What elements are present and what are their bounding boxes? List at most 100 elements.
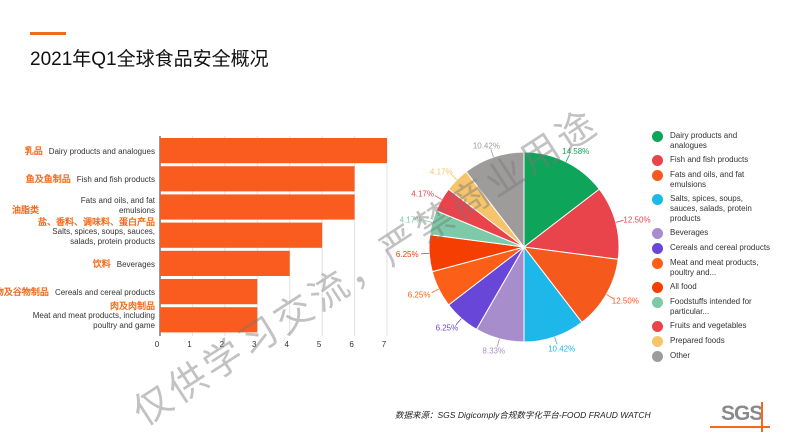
legend-swatch xyxy=(652,170,663,181)
label-zh: 饮料 xyxy=(92,258,111,269)
label-zh: 盐、香料、调味料、蛋白产品 xyxy=(37,216,155,227)
x-tick-label: 1 xyxy=(187,340,192,349)
pie-leader-line xyxy=(490,149,494,158)
legend-item: Beverages xyxy=(652,228,772,239)
pie-leader-line xyxy=(606,294,614,299)
pie-data-label: 6.25% xyxy=(408,290,431,299)
label-en: Beverages xyxy=(116,259,155,269)
pie-slice xyxy=(523,151,601,249)
bar xyxy=(160,279,258,305)
legend-swatch xyxy=(652,351,663,362)
logo-line-vertical xyxy=(761,402,763,432)
label-en: Salts, spices, soups, sauces, salads, pr… xyxy=(52,226,155,246)
pie-leader-line xyxy=(424,220,433,223)
bar-label: 乳品 Dairy products and analogues xyxy=(25,146,155,157)
label-zh: 油脂类 xyxy=(11,205,39,216)
bar xyxy=(160,250,290,276)
pie-data-label: 10.42% xyxy=(548,344,575,353)
label-en: Dairy products and analogues xyxy=(48,147,155,156)
pie-data-label: 4.17% xyxy=(411,190,434,199)
legend-label: Beverages xyxy=(670,228,709,237)
pie-legend: Dairy products and analogues Fish and fis… xyxy=(652,131,772,366)
legend-item: Fats and oils, and fat emulsions xyxy=(652,170,772,190)
legend-swatch xyxy=(652,228,663,239)
legend-label: Cereals and cereal products xyxy=(670,243,771,252)
legend-label: Fruits and vegetables xyxy=(670,321,747,330)
bar-label: 肉及肉制品 Meat and meat products, including p… xyxy=(25,301,155,331)
legend-swatch xyxy=(652,282,663,293)
pie-data-label: 14.58% xyxy=(562,147,589,156)
legend-swatch xyxy=(652,243,663,254)
pie-leader-line xyxy=(554,336,558,345)
label-en: Meat and meat products, including poultr… xyxy=(32,311,155,331)
bar xyxy=(160,307,258,333)
legend-swatch xyxy=(652,131,663,142)
legend-swatch xyxy=(652,155,663,166)
bar-label: 盐、香料、调味料、蛋白产品 Salts, spices, soups, sauce… xyxy=(25,217,155,247)
legend-label: All food xyxy=(670,282,697,291)
x-tick-label: 5 xyxy=(317,340,322,349)
x-tick-label: 3 xyxy=(252,340,257,349)
legend-swatch xyxy=(652,336,663,347)
x-tick-label: 0 xyxy=(155,340,160,349)
label-zh: 鱼及鱼制品 xyxy=(25,174,71,185)
pie-leader-line xyxy=(565,154,570,162)
bar xyxy=(160,194,355,220)
legend-item: Meat and meat products, poultry and... xyxy=(652,258,772,278)
bar-label: 饮料 Beverages xyxy=(93,259,155,270)
page-title: 2021年Q1全球食品安全概况 xyxy=(30,49,269,70)
legend-label: Dairy products and analogues xyxy=(670,131,738,150)
legend-item: Other xyxy=(652,351,772,362)
label-en: Fish and fish products xyxy=(76,175,155,185)
pie-data-label: 12.50% xyxy=(623,215,650,224)
legend-label: Prepared foods xyxy=(670,336,725,345)
legend-item: Salts, spices, soups, sauces, salads, pr… xyxy=(652,194,772,224)
x-tick-label: 7 xyxy=(382,340,387,349)
x-tick-label: 2 xyxy=(220,340,225,349)
logo-line xyxy=(710,426,770,428)
pie-slice xyxy=(522,188,620,260)
pie-data-label: 4.17% xyxy=(400,215,423,224)
legend-swatch xyxy=(652,194,663,205)
bar xyxy=(160,222,323,248)
label-zh: 谷物及谷物制品 xyxy=(0,287,49,297)
legend-label: Foodstuffs intended for particular... xyxy=(670,297,752,316)
pie-data-label: 8.33% xyxy=(482,346,505,355)
legend-item: Cereals and cereal products xyxy=(652,243,772,254)
legend-label: Meat and meat products, poultry and... xyxy=(670,258,759,277)
sgs-logo: SGS xyxy=(721,402,763,425)
pie-leader-line xyxy=(431,288,440,293)
legend-item: Fish and fish products xyxy=(652,155,772,166)
bar-label: 谷物及谷物制品 Cereals and cereal products xyxy=(0,287,155,298)
x-tick-label: 4 xyxy=(284,340,289,349)
title-accent-bar xyxy=(30,32,66,35)
pie-leader-line xyxy=(434,195,442,200)
pie-data-label: 10.42% xyxy=(473,142,500,151)
label-zh: 肉及肉制品 xyxy=(109,301,155,312)
pie-leader-line xyxy=(615,219,624,223)
bar-label: 油脂类 Fats and oils, and fat emulsions xyxy=(12,196,155,216)
label-zh: 乳品 xyxy=(24,146,43,156)
legend-item: Prepared foods xyxy=(652,336,772,347)
pie-data-label: 6.25% xyxy=(436,323,459,332)
legend-label: Fats and oils, and fat emulsions xyxy=(670,170,745,189)
legend-label: Fish and fish products xyxy=(670,155,749,164)
legend-item: All food xyxy=(652,282,772,293)
legend-label: Salts, spices, soups, sauces, salads, pr… xyxy=(670,194,752,223)
pie-leader-line xyxy=(421,252,430,255)
pie-data-label: 6.25% xyxy=(396,250,419,259)
pie-leader-line xyxy=(450,173,458,181)
bar xyxy=(160,138,387,164)
legend-item: Fruits and vegetables xyxy=(652,321,772,332)
pie-data-label: 4.17% xyxy=(430,167,453,176)
data-source: 数据来源：SGS Digicomply合规数字化平台-FOOD FRAUD WA… xyxy=(395,410,651,420)
legend-item: Dairy products and analogues xyxy=(652,131,772,151)
legend-label: Other xyxy=(670,351,691,360)
x-tick-label: 6 xyxy=(349,340,354,349)
legend-item: Foodstuffs intended for particular... xyxy=(652,297,772,317)
pie-slice xyxy=(465,151,525,249)
label-en: Fats and oils, and fat emulsions xyxy=(80,196,155,216)
legend-swatch xyxy=(652,258,663,269)
